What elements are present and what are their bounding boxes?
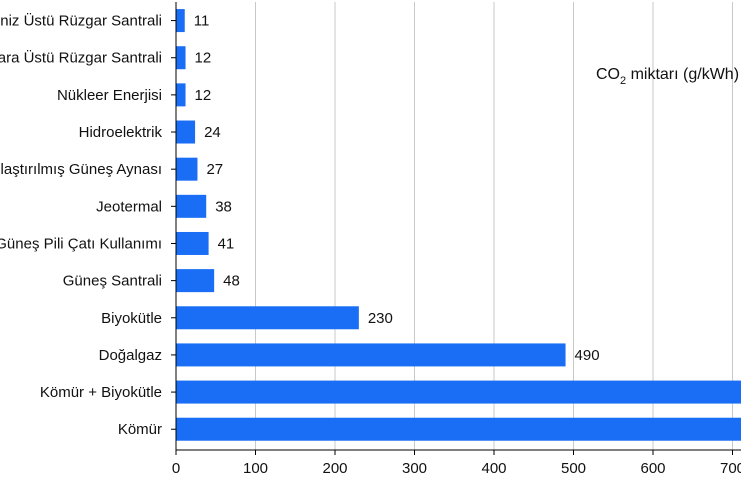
- bar: [176, 157, 198, 181]
- value-label: 38: [215, 198, 232, 215]
- category-label: Yoğunlaştırılmış Güneş Aynası: [0, 161, 162, 178]
- category-label: Biyokütle: [101, 310, 162, 327]
- bar: [176, 120, 196, 144]
- x-tick-label: 200: [322, 460, 347, 477]
- x-tick-label: 500: [561, 460, 586, 477]
- gridlines: [171, 2, 733, 455]
- bar: [176, 306, 359, 330]
- value-label: 12: [195, 87, 212, 104]
- labels: 0100200300400500600700800Deniz Üstü Rüzg…: [0, 12, 741, 477]
- bar: [176, 417, 741, 441]
- value-label: 230: [368, 310, 393, 327]
- value-label: 24: [204, 124, 221, 141]
- category-label: Kara Üstü Rüzgar Santrali: [0, 49, 162, 67]
- unit-label: CO2 miktarı (g/kWh): [596, 66, 739, 87]
- unit-label-main: CO: [596, 66, 620, 83]
- bar: [176, 194, 207, 218]
- bar: [176, 9, 185, 33]
- bar: [176, 231, 209, 255]
- x-tick-label: 300: [402, 460, 427, 477]
- unit-label-rest: miktarı (g/kWh): [626, 66, 739, 83]
- category-label: Doğalgaz: [99, 347, 162, 364]
- category-label: Hidroelektrik: [79, 124, 163, 141]
- value-label: 490: [575, 347, 600, 364]
- x-tick-label: 0: [172, 460, 180, 477]
- category-label: Kömür + Biyokütle: [40, 384, 162, 401]
- category-label: Kömür: [118, 421, 162, 438]
- bar: [176, 83, 186, 107]
- bars: [176, 9, 741, 441]
- bar: [176, 380, 741, 404]
- bar: [176, 269, 215, 293]
- x-tick-label: 100: [243, 460, 268, 477]
- category-label: Güneş Santrali: [63, 273, 162, 290]
- value-label: 48: [223, 273, 240, 290]
- value-label: 11: [194, 13, 210, 30]
- category-label: Jeotermal: [96, 198, 162, 215]
- category-label: Deniz Üstü Rüzgar Santrali: [0, 12, 162, 30]
- category-label: Güneş Pili Çatı Kullanımı: [0, 235, 162, 252]
- bar: [176, 46, 186, 70]
- x-tick-label: 400: [481, 460, 506, 477]
- value-label: 41: [218, 235, 235, 252]
- bar: [176, 343, 566, 367]
- unit-label-sub: 2: [620, 75, 626, 87]
- value-label: 27: [206, 161, 223, 178]
- x-tick-label: 700: [720, 460, 741, 477]
- x-tick-label: 600: [640, 460, 665, 477]
- value-label: 12: [195, 50, 212, 67]
- category-label: Nükleer Enerjisi: [57, 87, 162, 104]
